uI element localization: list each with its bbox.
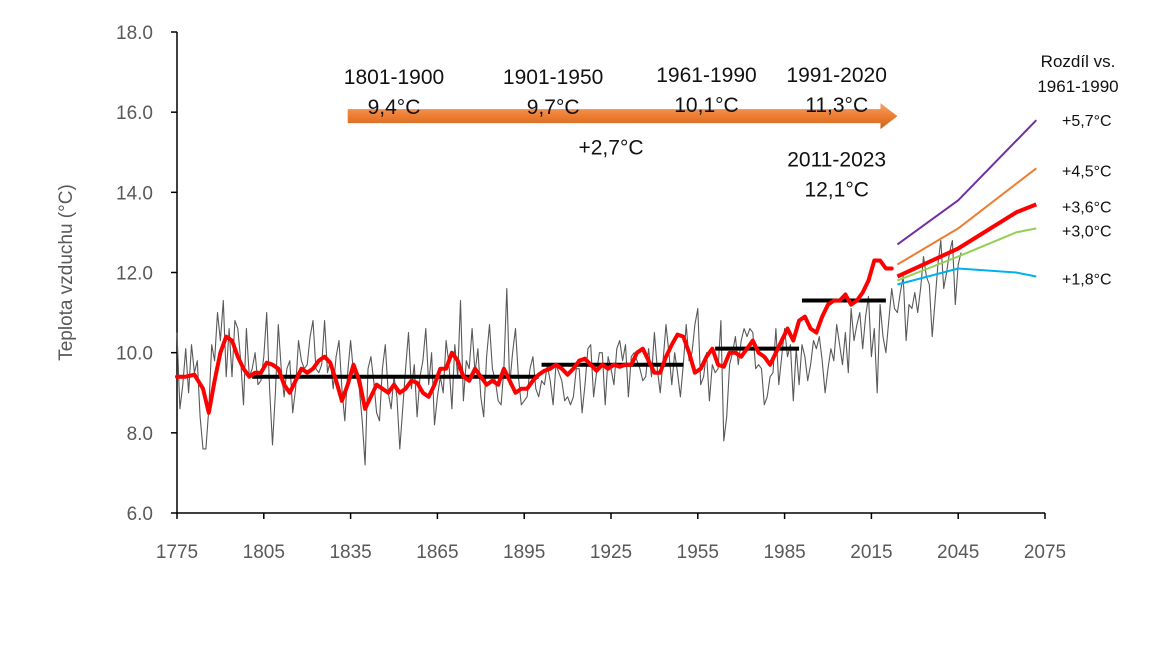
scenario-legend-title: Rozdíl vs. <box>1041 52 1116 71</box>
y-tick-label: 14.0 <box>116 183 153 204</box>
x-tick-label: 2075 <box>1024 542 1066 563</box>
y-tick-label: 16.0 <box>116 103 153 124</box>
y-tick-label: 10.0 <box>116 344 153 365</box>
annual-temperature-line <box>176 239 962 466</box>
x-tick-label: 1805 <box>243 542 285 563</box>
y-tick-label: 8.0 <box>127 424 153 445</box>
scenario-line <box>896 167 1037 266</box>
period-annotation: 10,1°C <box>674 94 738 117</box>
x-tick-label: 1895 <box>503 542 545 563</box>
period-annotation: 12,1°C <box>804 178 868 201</box>
y-axis-title: Teplota vzduchu (°C) <box>56 184 77 361</box>
period-annotation: 9,7°C <box>527 96 580 119</box>
period-annotation: 11,3°C <box>805 94 868 117</box>
x-tick-label: 1955 <box>677 542 719 563</box>
x-tick-label: 1775 <box>156 542 198 563</box>
scenario-legend-title: 1961-1990 <box>1037 77 1118 96</box>
y-tick-label: 18.0 <box>116 23 153 44</box>
annotations: Rozdíl vs. 1961-1990 1801-1900 9,4°C 1901-19… <box>344 52 1119 201</box>
axes: 6.0 8.0 10.0 12.0 14.0 16.0 18.0 1775 1805 1835 18… <box>56 23 1066 563</box>
y-tick-label: 12.0 <box>116 264 153 285</box>
scenario-label: +4,5°C <box>1062 163 1112 180</box>
scenario-label: +3,0°C <box>1062 223 1112 240</box>
period-annotation: 2011-2023 <box>787 148 886 171</box>
period-annotation: 1961-1990 <box>656 64 756 87</box>
scenario-label: +3,6°C <box>1062 199 1112 216</box>
x-tick-label: 1865 <box>416 542 458 563</box>
x-tick-label: 2015 <box>850 542 892 563</box>
period-annotation: 9,4°C <box>368 96 421 119</box>
scenario-label: +1,8°C <box>1062 272 1112 289</box>
y-tick-label: 6.0 <box>127 504 153 525</box>
scenario-line <box>896 202 1038 279</box>
warming-arrow <box>347 103 898 130</box>
smoothed-temperature-line <box>175 258 894 415</box>
scenario-line <box>896 119 1038 246</box>
scenario-line <box>897 227 1037 282</box>
period-annotation: 1801-1900 <box>344 66 444 89</box>
x-tick-label: 2045 <box>937 542 979 563</box>
x-tick-label: 1925 <box>590 542 632 563</box>
plot-area: +5,7°C +4,5°C +3,6°C +3,0°C +1,8°C <box>175 113 1112 466</box>
x-tick-label: 1835 <box>329 542 371 563</box>
scenario-label: +5,7°C <box>1062 113 1112 130</box>
x-tick-label: 1985 <box>763 542 805 563</box>
scenario-line <box>897 267 1037 286</box>
period-annotation: 1991-2020 <box>786 64 886 87</box>
period-annotation: +2,7°C <box>578 136 643 159</box>
period-annotation: 1901-1950 <box>503 66 603 89</box>
